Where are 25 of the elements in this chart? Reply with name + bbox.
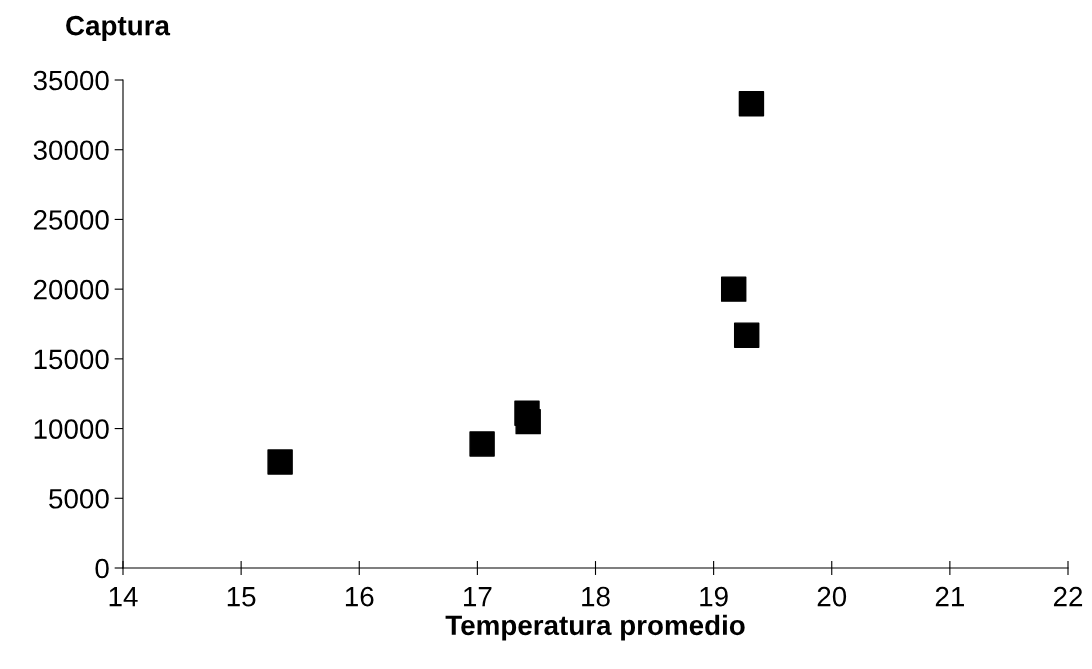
point [733, 322, 760, 348]
y-axis-title: Captura [66, 15, 171, 41]
x-tick-label: 15 [227, 587, 256, 607]
x-tick-label: 14 [109, 587, 138, 607]
point [720, 276, 747, 302]
y-tick-label: 35000 [33, 70, 109, 91]
y-tick-label: 25000 [33, 210, 109, 230]
x-tick-label: 17 [464, 587, 492, 607]
y-tick-label: 30000 [33, 140, 109, 161]
x-tick-label: 22 [1053, 586, 1083, 607]
y-tick-label: 5000 [49, 488, 109, 509]
y-tick-label: 0 [95, 558, 109, 579]
point [738, 90, 765, 117]
y-tick-label: 10000 [34, 419, 109, 439]
x-tick-label: 20 [817, 586, 847, 607]
x-axis-title: Temperatura promedio [445, 614, 745, 641]
y-tick-label: 20000 [33, 279, 109, 300]
x-tick-label: 16 [345, 586, 374, 607]
point [469, 431, 495, 457]
point [267, 449, 293, 475]
x-tick-label: 21 [935, 586, 964, 607]
x-tick-label: 19 [700, 586, 728, 607]
x-tick-label: 18 [582, 586, 610, 607]
point [514, 400, 540, 426]
y-tick-label: 15000 [34, 349, 109, 370]
